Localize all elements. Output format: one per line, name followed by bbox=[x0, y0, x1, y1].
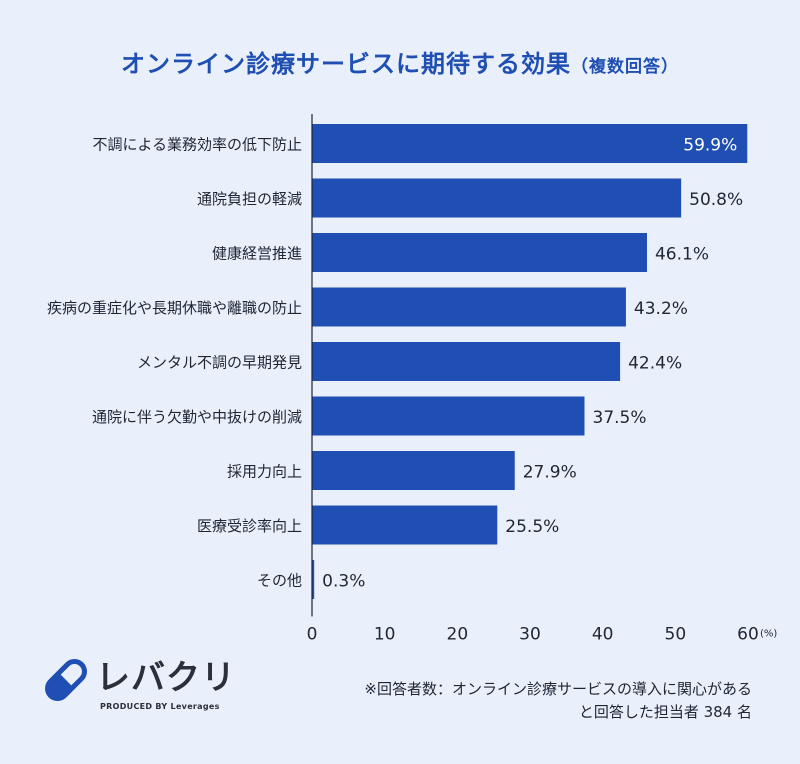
x-tick-label: 60 bbox=[737, 625, 759, 641]
capsule-logo-icon bbox=[45, 659, 87, 701]
x-tick-label: 10 bbox=[374, 625, 396, 641]
bar bbox=[312, 342, 621, 381]
category-label: 医療受診率向上 bbox=[197, 517, 302, 535]
category-label: 採用力向上 bbox=[227, 463, 302, 481]
data-label: 50.8% bbox=[689, 190, 743, 210]
x-unit-label: (%) bbox=[760, 629, 777, 640]
x-tick-label: 20 bbox=[447, 625, 469, 641]
category-label: 健康経営推進 bbox=[212, 245, 302, 263]
chart-title: オンライン診療サービスに期待する効果（複数回答） bbox=[0, 44, 800, 79]
category-label: 不調による業務効率の低下防止 bbox=[92, 136, 302, 154]
bar bbox=[312, 560, 315, 599]
bar bbox=[312, 178, 682, 218]
category-label: 疾病の重症化や長期休職や離職の防止 bbox=[47, 299, 302, 317]
chart-title-main: オンライン診療サービスに期待する効果 bbox=[121, 50, 571, 78]
category-label: 通院負担の軽減 bbox=[197, 190, 302, 208]
data-label: 0.3% bbox=[322, 572, 365, 592]
bar bbox=[312, 233, 647, 272]
data-label: 43.2% bbox=[634, 299, 688, 319]
logo-name: レバクリ bbox=[96, 658, 236, 698]
data-label: 42.4% bbox=[628, 354, 682, 374]
x-tick-label: 0 bbox=[307, 625, 318, 641]
brand-logo: レバクリ PRODUCED BY Leverages bbox=[38, 652, 238, 716]
x-tick-label: 40 bbox=[592, 625, 614, 641]
footnote-line-1: ※回答者数：オンライン診療サービスの導入に関心がある bbox=[364, 680, 752, 698]
data-label: 27.9% bbox=[523, 463, 577, 483]
data-label: 46.1% bbox=[655, 245, 709, 265]
footnote-line-2: と回答した担当者 384 名 bbox=[578, 703, 752, 721]
x-tick-label: 50 bbox=[665, 625, 687, 641]
logo-byline: PRODUCED BY Leverages bbox=[100, 702, 220, 711]
bar bbox=[312, 287, 626, 327]
bar-chart: 不調による業務効率の低下防止 59.9% 通院負担の軽減 50.8% 健康経営推進 46.… bbox=[47, 114, 777, 641]
x-tick-label: 30 bbox=[519, 625, 541, 641]
chart-title-sub: （複数回答） bbox=[571, 57, 679, 77]
bar bbox=[312, 505, 498, 545]
bar bbox=[312, 396, 585, 436]
category-label: メンタル不調の早期発見 bbox=[137, 354, 302, 372]
data-label: 25.5% bbox=[505, 517, 559, 537]
category-label: その他 bbox=[257, 572, 302, 590]
bar bbox=[312, 124, 748, 163]
data-label: 37.5% bbox=[593, 408, 647, 428]
footnote: ※回答者数：オンライン診療サービスの導入に関心がある と回答した担当者 384 … bbox=[292, 678, 752, 724]
data-label: 59.9% bbox=[683, 136, 737, 156]
bar bbox=[312, 451, 515, 490]
category-label: 通院に伴う欠勤や中抜けの削減 bbox=[92, 408, 302, 426]
